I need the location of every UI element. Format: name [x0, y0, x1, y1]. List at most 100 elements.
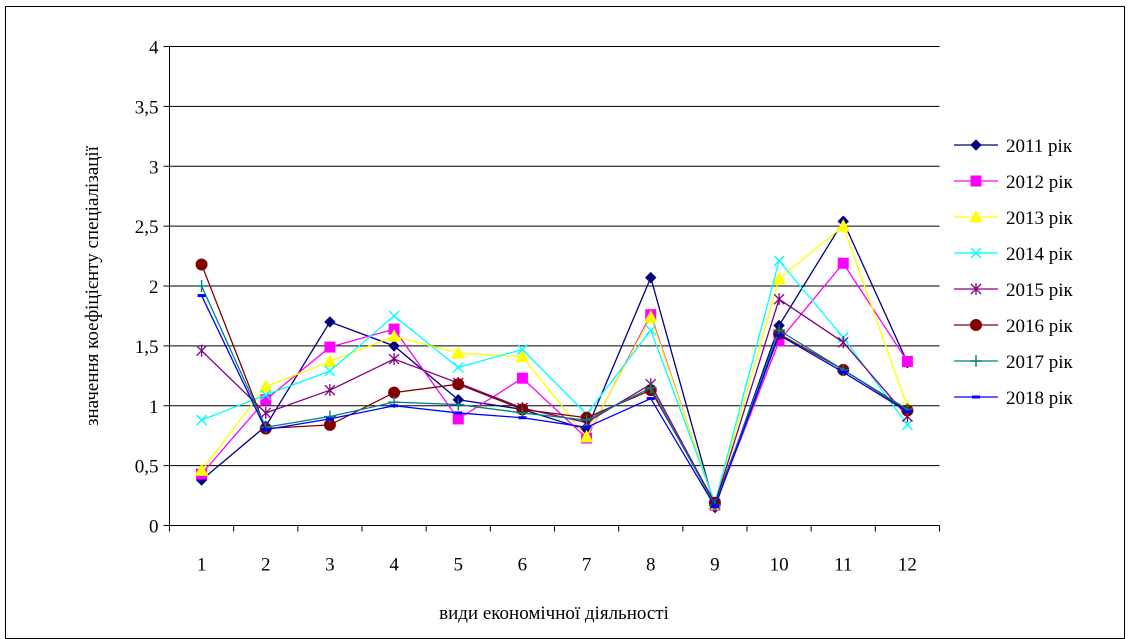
grid-lines [169, 46, 940, 467]
data-point [582, 425, 591, 429]
data-point [390, 404, 399, 408]
data-point [260, 389, 272, 401]
y-tick-label: 0 [149, 517, 159, 538]
y-tick-label: 3 [149, 157, 159, 178]
legend-label: 2018 рік [1006, 388, 1074, 409]
legend-item: 2012 рік [954, 172, 1074, 193]
x-tick-label: 10 [770, 555, 789, 576]
x-tick-label: 4 [389, 555, 399, 576]
x-tick-label: 12 [898, 555, 917, 576]
data-point [772, 271, 786, 285]
data-point [260, 406, 272, 419]
data-point [972, 395, 980, 399]
legend-item: 2017 рік [954, 352, 1074, 373]
series-line [200, 264, 908, 505]
legend-label: 2015 рік [1006, 280, 1074, 301]
data-point [452, 413, 464, 425]
data-point [970, 247, 982, 259]
legend-label: 2017 рік [1006, 352, 1074, 373]
data-point [196, 414, 208, 426]
series-line [201, 219, 909, 510]
legend-label: 2016 рік [1006, 316, 1074, 337]
data-point [775, 333, 784, 337]
data-point [903, 410, 912, 414]
x-tick-label: 9 [710, 555, 720, 576]
data-point [969, 209, 983, 223]
legend: 2011 рік 2012 рік 2013 рік 2014 рік 2015 рік… [954, 136, 1074, 409]
data-point [452, 361, 464, 373]
data-point [773, 293, 785, 306]
legend-item: 2016 рік [954, 316, 1074, 337]
x-tick-label: 2 [261, 555, 271, 576]
legend-label: 2012 рік [1006, 172, 1074, 193]
data-point [646, 397, 655, 401]
series-group [197, 294, 912, 508]
data-point [325, 417, 334, 421]
y-tick-label: 4 [149, 38, 159, 59]
data-point [451, 346, 466, 359]
y-tick-label: 1 [149, 397, 159, 418]
data-point [259, 421, 272, 434]
series-group [194, 219, 915, 510]
data-point [195, 258, 208, 271]
data-point [645, 271, 657, 284]
legend-label: 2013 рік [1006, 208, 1074, 229]
x-tick-label: 5 [454, 555, 464, 576]
data-point [388, 353, 400, 366]
y-tick-label: 0,5 [135, 457, 159, 478]
data-point [837, 336, 849, 349]
series-layer [194, 215, 915, 514]
y-tick-label: 2 [149, 277, 159, 298]
data-point [324, 316, 336, 328]
series-line [201, 262, 908, 508]
data-point [195, 280, 208, 292]
data-point [323, 354, 337, 367]
data-point [970, 355, 982, 367]
data-point [324, 384, 336, 397]
data-point [452, 378, 465, 391]
data-point [643, 310, 658, 323]
data-point [970, 283, 982, 295]
data-point [710, 504, 719, 508]
data-point [324, 365, 336, 377]
y-tick-label: 1,5 [135, 337, 159, 358]
legend-label: 2011 рік [1006, 136, 1073, 157]
legend-item: 2013 рік [954, 208, 1074, 229]
data-point [836, 219, 851, 232]
data-point [645, 324, 657, 336]
y-tick-label: 3,5 [135, 97, 159, 118]
series-line [201, 259, 908, 505]
data-point [970, 319, 982, 331]
data-point [516, 343, 528, 355]
y-tick-label: 2,5 [135, 217, 159, 238]
y-axis-title: значення коефіцієнту спеціалізації [82, 145, 103, 426]
legend-item: 2015 рік [954, 280, 1074, 301]
x-tick-label: 7 [582, 555, 592, 576]
axes: 00,511,522,533,541 2 3 4 5 6 7 8 9 10 11 12 [135, 38, 940, 576]
data-point [580, 414, 593, 427]
series-line [201, 225, 909, 507]
data-point [196, 344, 208, 357]
data-point [452, 398, 465, 411]
series-line [200, 295, 908, 508]
data-point [387, 329, 401, 342]
data-point [261, 428, 270, 432]
data-point [970, 175, 982, 187]
data-point [324, 341, 336, 353]
data-point [579, 429, 594, 443]
x-tick-label: 8 [646, 555, 656, 576]
x-tick-label: 11 [834, 555, 852, 576]
data-point [388, 340, 400, 352]
data-point [837, 257, 849, 269]
legend-item: 2018 рік [954, 388, 1074, 409]
data-point [454, 411, 463, 415]
series-line [200, 285, 908, 507]
data-point [515, 349, 530, 363]
series-line [201, 298, 908, 506]
data-point [839, 370, 848, 374]
data-point [518, 416, 527, 420]
data-point [323, 410, 336, 423]
data-point [970, 139, 982, 151]
